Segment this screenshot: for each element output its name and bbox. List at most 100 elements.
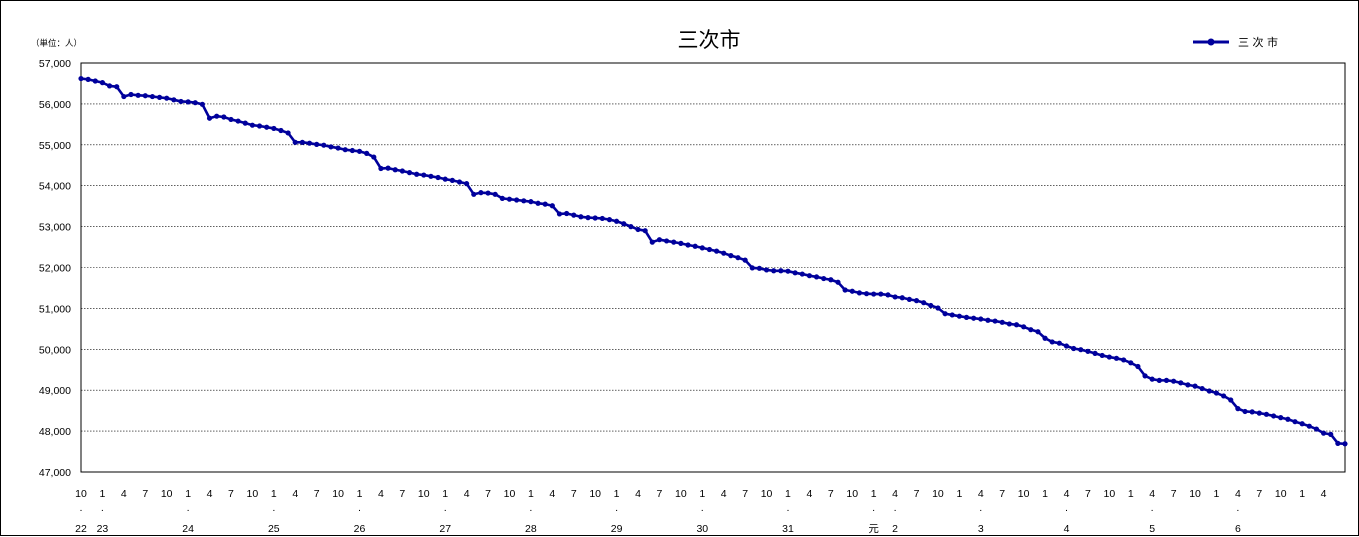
data-point (799, 271, 805, 277)
data-point (1042, 335, 1048, 341)
x-month-label: 10 (932, 488, 944, 500)
data-point (899, 295, 905, 301)
x-axis-ticks: 10 1 4 7 10 1 4 7 10 1 4 7 10 1 4 7 10 1 4 7 10 1 4 7 10 1 4 7 10 1 4 7… (75, 488, 1326, 535)
data-point (1085, 348, 1091, 354)
x-month-label: 1 (1042, 488, 1048, 500)
data-point (471, 191, 477, 197)
data-point (1028, 327, 1034, 333)
data-point (278, 127, 284, 134)
data-point (1292, 419, 1298, 425)
x-month-label: 4 (121, 488, 127, 500)
x-month-label: 10 (1189, 488, 1201, 500)
x-month-label: 4 (464, 488, 470, 500)
x-month-label: 10 (1275, 488, 1287, 500)
x-year-separator: · (701, 504, 705, 516)
x-month-label: 4 (721, 488, 727, 500)
y-tick-label: 47,000 (39, 467, 71, 479)
x-month-label: 10 (332, 488, 344, 500)
data-point (1320, 430, 1327, 436)
data-point (835, 279, 841, 285)
data-point (1220, 393, 1227, 399)
data-point (264, 124, 270, 130)
data-point (1156, 377, 1162, 383)
x-month-label: 10 (1018, 488, 1030, 500)
data-point (813, 274, 820, 280)
x-year-separator: · (186, 504, 190, 516)
data-point (99, 80, 106, 86)
data-point (792, 270, 798, 276)
data-point (1199, 385, 1205, 392)
data-point (1228, 397, 1234, 403)
data-point (535, 200, 541, 206)
x-year-label: 3 (978, 523, 984, 535)
y-tick-label: 48,000 (39, 426, 71, 438)
data-point (628, 224, 634, 230)
data-point (578, 214, 584, 220)
data-point (421, 172, 427, 178)
x-month-label: 1 (185, 488, 191, 500)
gridlines (81, 103, 1345, 432)
data-point (178, 98, 184, 105)
data-point (306, 140, 313, 146)
data-point (149, 93, 156, 100)
y-tick-label: 54,000 (39, 181, 71, 193)
x-year-separator: · (1236, 504, 1240, 516)
x-month-label: 4 (292, 488, 298, 500)
data-point (385, 165, 391, 171)
data-point (821, 275, 827, 282)
data-point (142, 93, 148, 99)
data-point (935, 305, 941, 311)
data-point (399, 168, 405, 174)
data-point (1235, 406, 1241, 412)
data-point (185, 99, 191, 105)
x-month-label: 1 (614, 488, 620, 500)
data-point (449, 177, 455, 183)
data-point (942, 311, 948, 317)
data-point (635, 226, 641, 233)
data-point (528, 199, 534, 205)
data-point (549, 203, 555, 209)
x-month-label: 1 (528, 488, 534, 500)
data-point (156, 94, 163, 100)
x-year-label: 6 (1235, 523, 1241, 535)
data-point (692, 243, 698, 249)
data-point (728, 253, 734, 259)
x-year-label: 23 (97, 523, 109, 535)
x-month-label: 10 (418, 488, 430, 500)
data-point (706, 246, 713, 253)
data-point (314, 141, 320, 147)
x-month-label: 10 (1103, 488, 1115, 500)
data-point (849, 288, 855, 294)
x-year-separator: · (872, 504, 876, 516)
x-year-separator: · (443, 504, 447, 516)
x-month-label: 1 (100, 488, 106, 500)
data-point (1006, 321, 1012, 327)
x-month-label: 7 (1085, 488, 1091, 500)
data-point (85, 76, 91, 82)
data-point (256, 123, 263, 129)
data-point (1013, 322, 1020, 328)
data-point (414, 171, 420, 177)
data-point (1278, 415, 1284, 421)
data-point (335, 145, 341, 151)
x-month-label: 1 (1299, 488, 1305, 500)
x-month-label: 10 (675, 488, 687, 500)
x-year-label: 30 (696, 523, 708, 535)
data-point (606, 217, 613, 223)
data-point (621, 221, 627, 227)
data-point (928, 302, 934, 309)
data-point (556, 211, 563, 217)
data-point (1056, 340, 1062, 346)
data-point (206, 115, 213, 121)
y-axis-ticks: 57,000 56,000 55,000 54,000 53,000 52,000 51,0… (39, 58, 71, 479)
x-year-label: 2 (892, 523, 898, 535)
data-point (121, 93, 127, 100)
data-point (856, 290, 862, 296)
data-point (164, 95, 170, 101)
data-point (285, 130, 291, 136)
data-point (321, 142, 327, 148)
data-point (106, 83, 113, 89)
x-month-label: 1 (1214, 488, 1220, 500)
data-point (78, 75, 84, 82)
data-point (749, 265, 755, 271)
